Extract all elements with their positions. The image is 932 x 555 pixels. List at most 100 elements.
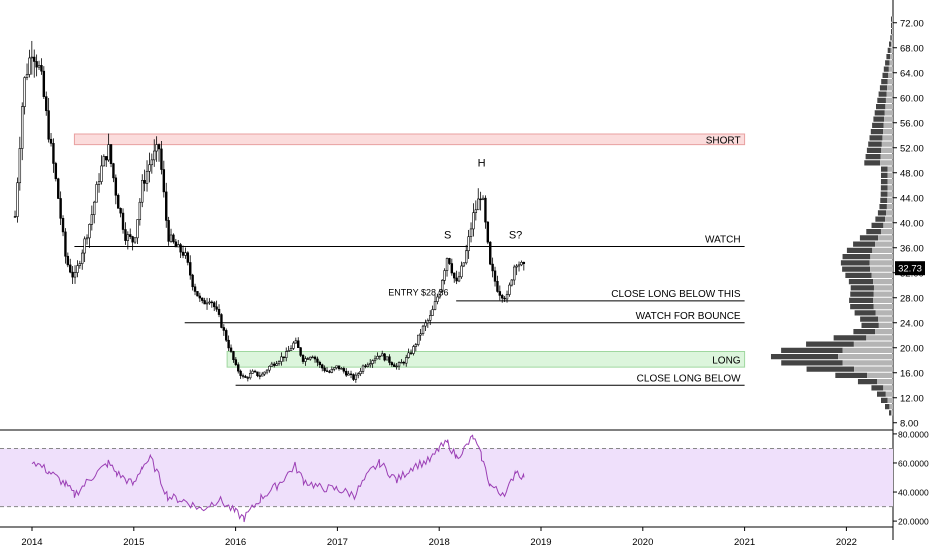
candle [251, 369, 254, 374]
candle-body [143, 180, 146, 184]
candle-body [517, 264, 521, 267]
price-tick-label: 24.00 [900, 318, 924, 329]
candle-body [469, 228, 473, 237]
candle-body [246, 377, 250, 379]
volume-profile-bar [871, 272, 893, 278]
volume-profile-bar [880, 172, 888, 178]
candle-body [42, 70, 46, 97]
candle [237, 362, 240, 374]
volume-profile-bar [875, 216, 886, 222]
volume-profile-bar [888, 66, 893, 72]
candle [294, 337, 298, 344]
volume-profile-bar [891, 22, 893, 28]
candle [25, 63, 29, 81]
volume-profile-bar [853, 241, 876, 247]
oscillator-tick-label: 40.0000 [898, 488, 929, 498]
candle-body [405, 357, 408, 364]
volume-profile-bar [840, 260, 870, 266]
candle-body [112, 163, 115, 179]
candle [37, 60, 41, 70]
candle-body [385, 356, 389, 361]
candle-body [157, 144, 161, 150]
candle-body [450, 263, 454, 274]
candle [376, 352, 379, 360]
candle-body [417, 334, 420, 345]
candle-body [462, 262, 466, 267]
candle [239, 369, 242, 379]
candle [93, 200, 96, 224]
candle [508, 282, 511, 297]
volume-profile-bar [881, 141, 893, 147]
candle-body [73, 272, 77, 278]
candle [405, 354, 408, 367]
volume-profile-bar [866, 147, 882, 153]
candle [261, 371, 264, 377]
time-tick-label: 2022 [836, 537, 857, 548]
volume-profile-bar [870, 254, 893, 260]
oscillator-line [31, 434, 525, 523]
candle-body [421, 325, 425, 335]
volume-profile-bar [892, 22, 893, 28]
candle-body [433, 301, 437, 310]
price-tick-label: 40.00 [900, 218, 924, 229]
candle [114, 174, 118, 205]
candle-body [453, 272, 456, 279]
candle-body [21, 106, 24, 149]
candle-body [141, 180, 144, 203]
candle [472, 203, 475, 237]
candle-body [71, 271, 74, 278]
candle-body [150, 159, 154, 166]
candle-body [52, 143, 55, 164]
candle-body [165, 191, 168, 221]
candle-body [162, 169, 166, 193]
candle-body [383, 353, 386, 361]
candle [198, 292, 202, 302]
volume-profile-bar [875, 241, 893, 247]
volume-profile-bar [770, 354, 839, 360]
candle [69, 258, 72, 274]
candle-body [352, 374, 355, 380]
candle [359, 367, 362, 377]
candle-body [345, 370, 348, 376]
candle [450, 258, 454, 276]
candle [64, 228, 67, 264]
price-tick-label: 44.00 [900, 193, 924, 204]
candle-body [347, 373, 350, 376]
candle [21, 102, 24, 161]
candle [301, 354, 305, 364]
candle [388, 354, 391, 366]
candle [498, 285, 502, 301]
candle [186, 251, 190, 266]
candle [522, 261, 526, 271]
candle [445, 257, 449, 277]
volume-profile-bar [846, 247, 873, 253]
volume-profile-bar [848, 279, 874, 285]
candle-body [359, 370, 362, 374]
candle-body [114, 177, 118, 196]
candle-body [409, 352, 413, 354]
candle-body [69, 264, 72, 273]
candle-body [196, 291, 199, 297]
candle [83, 236, 86, 263]
volume-profile-bar [887, 185, 893, 191]
volume-profile-bar [884, 116, 893, 122]
candle-body [253, 370, 257, 373]
candle [436, 293, 439, 305]
candle [313, 355, 317, 363]
volume-profile-bar [891, 29, 893, 35]
candle [30, 40, 34, 75]
volume-profile-bar [891, 35, 893, 41]
candle-body [76, 265, 79, 273]
candle-body [95, 184, 98, 203]
volume-profile-bar [880, 185, 888, 191]
volume-profile-bar [867, 372, 893, 378]
candles [13, 40, 526, 383]
candle [419, 328, 422, 341]
candle [129, 228, 132, 240]
candle-body [321, 364, 324, 369]
candle-body [491, 263, 494, 272]
candle-body [261, 373, 264, 377]
candle [33, 49, 36, 78]
volume-profile-bar [885, 391, 893, 397]
candle-body [510, 279, 514, 286]
